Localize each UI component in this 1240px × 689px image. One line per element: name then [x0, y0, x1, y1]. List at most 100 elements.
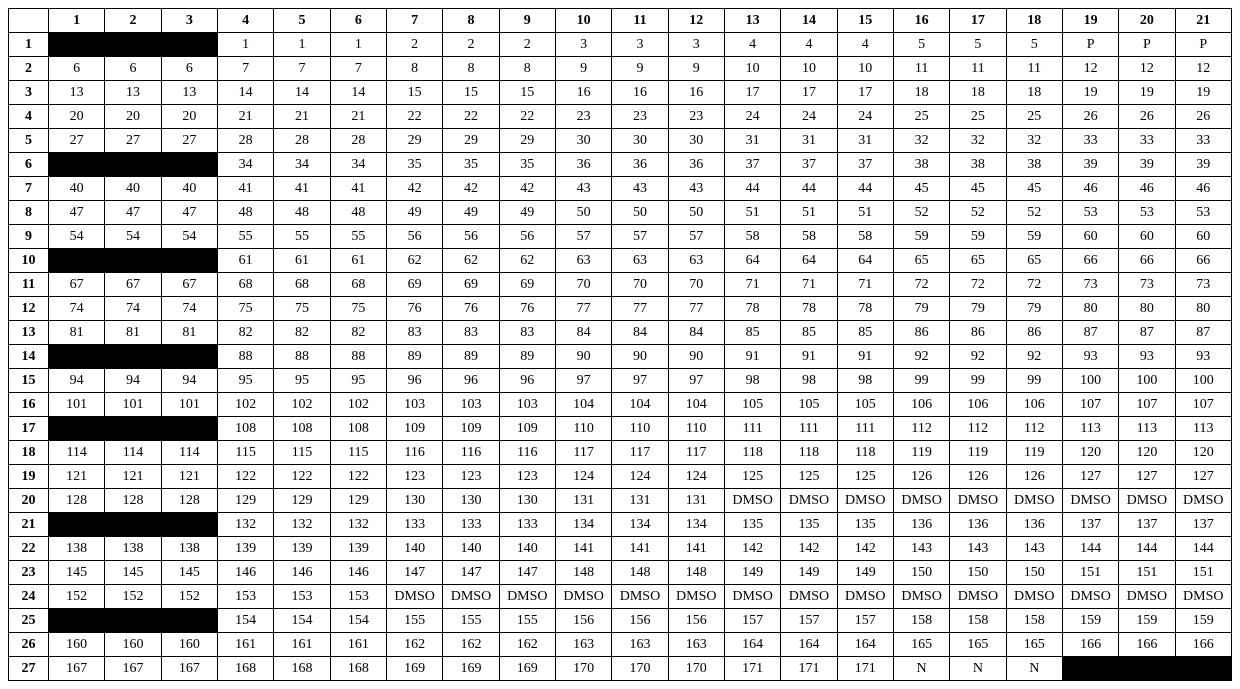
data-cell: 53 [1119, 201, 1175, 225]
data-cell: 56 [386, 225, 442, 249]
data-cell: 107 [1062, 393, 1118, 417]
data-cell: DMSO [781, 489, 837, 513]
black-cell [49, 345, 218, 369]
data-cell: 47 [49, 201, 105, 225]
data-cell: 51 [837, 201, 893, 225]
data-cell: 38 [950, 153, 1006, 177]
data-cell: 78 [781, 297, 837, 321]
data-cell: 49 [499, 201, 555, 225]
data-cell: 170 [668, 657, 724, 681]
col-header: 2 [105, 9, 161, 33]
data-cell: 14 [218, 81, 274, 105]
data-cell: 1 [274, 33, 330, 57]
row-header: 12 [9, 297, 49, 321]
data-cell: DMSO [1062, 585, 1118, 609]
data-cell: 28 [274, 129, 330, 153]
data-cell: 41 [274, 177, 330, 201]
data-cell: 32 [1006, 129, 1062, 153]
data-cell: 61 [330, 249, 386, 273]
data-cell: 133 [443, 513, 499, 537]
data-cell: DMSO [893, 585, 949, 609]
data-cell: 91 [781, 345, 837, 369]
data-cell: 127 [1175, 465, 1231, 489]
data-cell: 18 [1006, 81, 1062, 105]
data-cell: 159 [1119, 609, 1175, 633]
data-cell: 32 [893, 129, 949, 153]
data-cell: 5 [950, 33, 1006, 57]
data-cell: 69 [499, 273, 555, 297]
data-cell: 87 [1175, 321, 1231, 345]
row-header: 5 [9, 129, 49, 153]
data-cell: 88 [274, 345, 330, 369]
row-header: 17 [9, 417, 49, 441]
data-cell: 148 [555, 561, 611, 585]
data-cell: 73 [1062, 273, 1118, 297]
data-cell: 101 [161, 393, 217, 417]
data-cell: 125 [837, 465, 893, 489]
data-cell: 5 [893, 33, 949, 57]
data-cell: 155 [386, 609, 442, 633]
data-cell: 63 [668, 249, 724, 273]
data-cell: 165 [950, 633, 1006, 657]
row-header: 10 [9, 249, 49, 273]
data-cell: 88 [218, 345, 274, 369]
data-cell: 154 [330, 609, 386, 633]
data-cell: 50 [668, 201, 724, 225]
data-cell: 149 [724, 561, 780, 585]
data-cell: 46 [1119, 177, 1175, 201]
data-cell: 26 [1062, 105, 1118, 129]
data-cell: 117 [555, 441, 611, 465]
data-cell: 122 [218, 465, 274, 489]
data-cell: 161 [218, 633, 274, 657]
data-cell: 80 [1062, 297, 1118, 321]
data-cell: 25 [950, 105, 1006, 129]
data-cell: 145 [161, 561, 217, 585]
data-cell: 94 [161, 369, 217, 393]
data-cell: 144 [1062, 537, 1118, 561]
data-cell: 54 [161, 225, 217, 249]
data-cell: 74 [49, 297, 105, 321]
data-cell: 105 [837, 393, 893, 417]
data-cell: 48 [330, 201, 386, 225]
data-cell: 166 [1119, 633, 1175, 657]
data-cell: 147 [386, 561, 442, 585]
data-cell: 70 [668, 273, 724, 297]
data-cell: 147 [499, 561, 555, 585]
col-header: 7 [386, 9, 442, 33]
data-cell: 112 [1006, 417, 1062, 441]
data-cell: 171 [781, 657, 837, 681]
data-cell: 75 [330, 297, 386, 321]
data-cell: 61 [218, 249, 274, 273]
data-cell: 32 [950, 129, 1006, 153]
data-cell: 13 [105, 81, 161, 105]
data-cell: 115 [218, 441, 274, 465]
data-cell: 150 [1006, 561, 1062, 585]
data-cell: 62 [386, 249, 442, 273]
data-cell: 112 [950, 417, 1006, 441]
table-row: 1381818182828283838384848485858586868687… [9, 321, 1232, 345]
data-cell: 102 [330, 393, 386, 417]
data-cell: 65 [893, 249, 949, 273]
table-body: 1111222333444555PPP266677788899910101011… [9, 33, 1232, 681]
data-cell: P [1062, 33, 1118, 57]
data-cell: 111 [724, 417, 780, 441]
data-cell: 116 [386, 441, 442, 465]
data-cell: 6 [105, 57, 161, 81]
data-cell: 44 [781, 177, 837, 201]
data-cell: 74 [105, 297, 161, 321]
data-cell: 19 [1119, 81, 1175, 105]
data-cell: 84 [612, 321, 668, 345]
data-cell: 14 [274, 81, 330, 105]
data-cell: 119 [893, 441, 949, 465]
data-cell: 142 [724, 537, 780, 561]
header-row: 123456789101112131415161718192021 [9, 9, 1232, 33]
data-cell: 151 [1062, 561, 1118, 585]
data-cell: 128 [105, 489, 161, 513]
data-cell: 33 [1062, 129, 1118, 153]
data-cell: 140 [499, 537, 555, 561]
data-cell: 106 [950, 393, 1006, 417]
data-cell: DMSO [555, 585, 611, 609]
data-cell: 133 [386, 513, 442, 537]
data-cell: 108 [330, 417, 386, 441]
data-cell: 118 [724, 441, 780, 465]
